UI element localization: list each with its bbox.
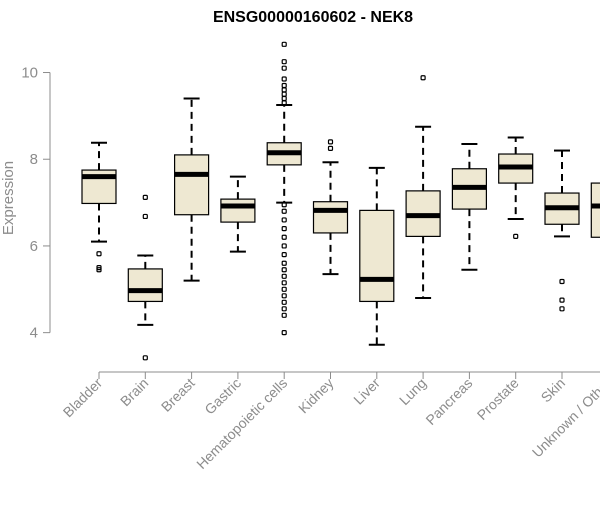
y-tick-label: 8: [30, 151, 38, 168]
outlier-point: [281, 252, 287, 258]
outlier-point: [281, 202, 287, 208]
outlier-point: [281, 243, 287, 249]
outlier-point: [281, 91, 287, 97]
outlier-point: [281, 286, 287, 292]
outlier-point: [281, 280, 287, 286]
box-rect: [359, 209, 395, 303]
outlier-point: [281, 225, 287, 232]
x-tick-label: Pancreas: [422, 375, 475, 428]
box-group: [220, 175, 256, 253]
x-tick-label: Lung: [396, 375, 429, 408]
outlier-point: [281, 293, 287, 299]
outlier-point: [281, 267, 287, 273]
box-rect: [590, 182, 600, 238]
box-group: [498, 136, 534, 240]
outlier-point: [327, 145, 334, 151]
axes: 4 6 8 10: [21, 65, 600, 373]
x-tick-label: Gastric: [201, 375, 244, 418]
outlier-point: [281, 273, 287, 279]
outlier-point: [281, 217, 287, 223]
outlier-point: [281, 306, 287, 312]
boxes: [81, 41, 600, 361]
x-tick-label: Prostate: [474, 375, 522, 423]
outlier-point: [281, 65, 287, 71]
box-group: [174, 97, 210, 282]
box-group: [127, 194, 163, 361]
x-tick-label: Hematopoietic cells: [193, 375, 290, 472]
outlier-point: [142, 194, 148, 200]
box-group: [266, 41, 302, 336]
outlier-point: [281, 82, 287, 89]
outlier-point: [96, 267, 102, 273]
x-tick-label: Brain: [117, 375, 151, 409]
box-rect: [127, 268, 163, 303]
box-group: [544, 149, 580, 312]
outlier-point: [281, 234, 287, 240]
outlier-point: [142, 213, 148, 220]
outlier-point: [281, 330, 287, 336]
outlier-point: [420, 75, 426, 81]
x-tick-label: Bladder: [60, 375, 106, 421]
outlier-point: [281, 312, 287, 318]
box-group: [590, 182, 600, 238]
outlier-point: [281, 76, 287, 82]
outlier-point: [281, 208, 287, 214]
outlier-point: [142, 355, 148, 361]
outlier-point: [281, 100, 287, 106]
box-group: [451, 143, 487, 271]
x-tick-label: Kidney: [295, 375, 337, 417]
y-tick-label: 4: [30, 325, 38, 342]
outlier-point: [281, 95, 287, 102]
box-rect: [220, 198, 256, 223]
outlier-point: [281, 87, 287, 93]
y-tick-label: 6: [30, 238, 38, 255]
box-group: [81, 141, 117, 273]
x-tick-label: Breast: [158, 375, 198, 415]
box-rect: [174, 154, 210, 216]
box-group: [359, 166, 395, 346]
outlier-point: [281, 41, 287, 47]
outlier-point: [96, 251, 102, 257]
outlier-point: [281, 59, 287, 65]
box-group: [405, 75, 441, 299]
outlier-point: [513, 233, 519, 240]
outlier-point: [559, 278, 565, 285]
outlier-point: [327, 139, 334, 145]
outlier-point: [559, 297, 565, 303]
outlier-point: [559, 306, 565, 312]
outlier-point: [281, 260, 287, 266]
chart-title: ENSG00000160602 - NEK8: [213, 9, 413, 26]
box-rect: [312, 201, 349, 234]
box-group: [312, 139, 349, 276]
y-tick-label: 10: [21, 65, 38, 82]
x-tick-label: Liver: [350, 375, 383, 408]
y-axis-label: Expression: [0, 161, 17, 235]
outlier-point: [281, 299, 287, 305]
x-tick-label: Skin: [538, 375, 569, 406]
